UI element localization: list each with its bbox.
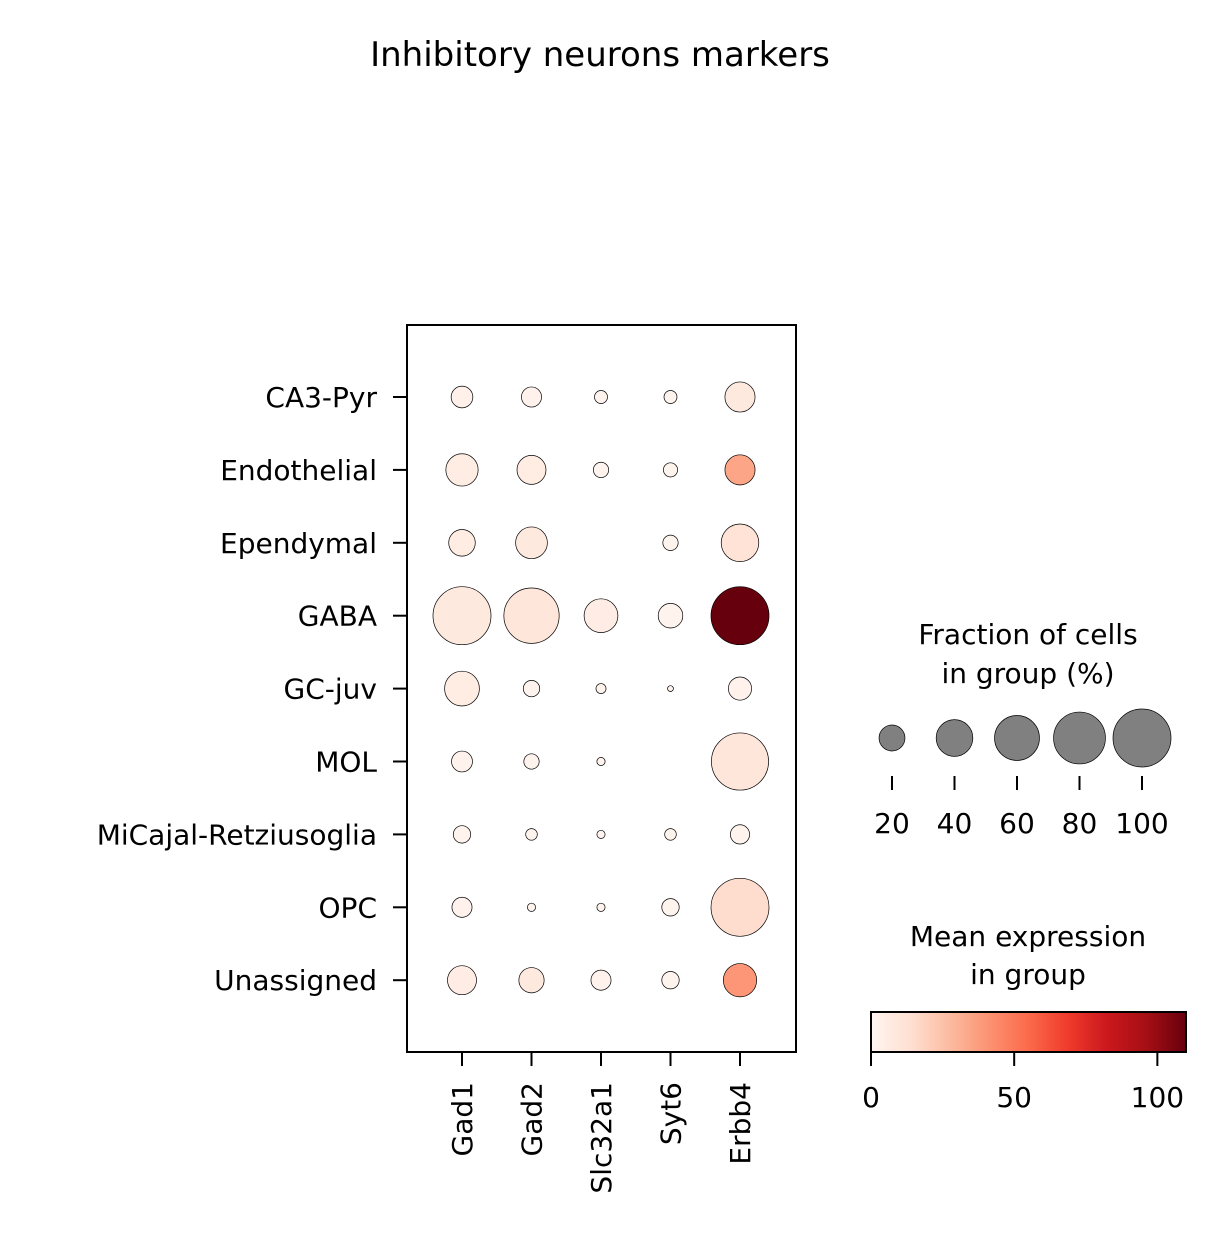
size-legend-label-40: 40: [937, 807, 973, 840]
dot-micajal-retziusoglia-syt6: [664, 828, 677, 841]
dot-gc-juv-erbb4: [728, 676, 752, 701]
y-tick-label-ependymal: Ependymal: [220, 527, 377, 560]
dot-endothelial-gad2: [516, 455, 547, 485]
dot-opc-syt6: [661, 898, 680, 917]
dot-endothelial-syt6: [663, 462, 678, 478]
dotplot-area: CA3-Pyr Endothelial Ependymal GABA GC-juv MOL…: [97, 324, 797, 1194]
size-legend-title-line2: in group (%): [941, 657, 1114, 690]
x-axis: Gad1 Gad2 Slc32a1 Syt6 Erbb4: [446, 1052, 757, 1194]
y-tick-label-gc-juv: GC-juv: [284, 673, 377, 706]
colorbar-tick-label-100: 100: [1131, 1081, 1184, 1114]
size-legend-dot-20: [878, 724, 906, 752]
size-legend-dot-100: [1112, 708, 1172, 768]
size-legend-title-line1: Fraction of cells: [918, 618, 1137, 651]
colorbar-tick-label-0: 0: [862, 1081, 880, 1114]
color-legend-title-line2: in group: [970, 958, 1086, 991]
dot-endothelial-erbb4: [724, 454, 756, 486]
size-legend-dot-40: [935, 719, 974, 757]
x-tick-label-gad2: Gad2: [516, 1082, 549, 1156]
dot-unassigned-slc32a1: [590, 969, 612, 991]
dot-gaba-slc32a1: [583, 598, 619, 633]
dot-micajal-retziusoglia-slc32a1: [596, 829, 606, 839]
y-tick-label-ca3-pyr: CA3-Pyr: [265, 381, 377, 414]
size-legend-label-20: 20: [874, 807, 910, 840]
size-legend-label-80: 80: [1062, 807, 1098, 840]
x-tick-label-gad1: Gad1: [446, 1082, 479, 1156]
dots-layer: [432, 381, 770, 998]
size-legend-dot-80: [1053, 711, 1106, 765]
dot-gaba-syt6: [657, 603, 684, 629]
y-tick-label-micajal-retziusoglia: MiCajal-Retziusoglia: [97, 818, 377, 851]
dot-micajal-retziusoglia-erbb4: [730, 824, 750, 845]
y-tick-label-unassigned: Unassigned: [214, 964, 377, 997]
size-legend-label-100: 100: [1115, 807, 1168, 840]
dot-endothelial-slc32a1: [592, 461, 610, 478]
dot-gc-juv-syt6: [667, 685, 674, 692]
dot-ependymal-gad2: [515, 526, 548, 560]
dot-micajal-retziusoglia-gad1: [452, 825, 472, 844]
dot-mol-slc32a1: [596, 757, 606, 766]
dot-gaba-gad1: [432, 586, 492, 646]
dot-opc-gad1: [451, 896, 473, 918]
y-tick-label-mol: MOL: [315, 746, 377, 779]
dot-gaba-erbb4: [710, 586, 770, 646]
dot-unassigned-syt6: [661, 971, 680, 990]
dot-ependymal-syt6: [662, 534, 679, 551]
x-tick-label-syt6: Syt6: [655, 1082, 688, 1145]
dot-opc-erbb4: [710, 877, 770, 937]
dot-gc-juv-slc32a1: [595, 683, 607, 694]
size-legend-label-60: 60: [999, 807, 1035, 840]
dot-unassigned-gad1: [447, 965, 477, 996]
y-tick-label-gaba: GABA: [298, 600, 377, 633]
dot-ependymal-gad1: [448, 529, 476, 557]
dot-gc-juv-gad1: [444, 670, 480, 707]
dot-opc-slc32a1: [596, 902, 606, 912]
dot-ependymal-erbb4: [720, 523, 760, 562]
y-tick-label-opc: OPC: [319, 891, 377, 924]
dot-gc-juv-gad2: [522, 680, 541, 698]
x-tick-label-slc32a1: Slc32a1: [585, 1082, 618, 1194]
dot-unassigned-erbb4: [722, 963, 758, 998]
x-tick-label-erbb4: Erbb4: [724, 1082, 757, 1165]
dot-micajal-retziusoglia-gad2: [525, 828, 538, 841]
color-legend-title-line1: Mean expression: [910, 920, 1146, 953]
chart-title: Inhibitory neurons markers: [370, 35, 830, 75]
size-legend: Fraction of cells in group (%) 20 40 60 80 1…: [874, 618, 1172, 840]
dot-ca3-pyr-erbb4: [724, 381, 756, 413]
colorbar-ticks: 0 50 100: [862, 1052, 1184, 1114]
dot-endothelial-gad1: [445, 453, 479, 487]
size-legend-dot-60: [994, 715, 1040, 761]
dot-ca3-pyr-gad2: [521, 386, 542, 408]
dot-ca3-pyr-syt6: [663, 390, 678, 404]
dot-unassigned-gad2: [518, 967, 545, 994]
dot-opc-gad2: [527, 902, 536, 912]
dot-gaba-gad2: [503, 587, 560, 644]
colorbar: [870, 1011, 1187, 1053]
dot-ca3-pyr-slc32a1: [594, 390, 608, 404]
y-axis: CA3-Pyr Endothelial Ependymal GABA GC-juv MOL…: [97, 381, 407, 997]
color-legend: Mean expression in group 0 50 100: [862, 920, 1187, 1114]
dot-mol-gad2: [523, 753, 540, 770]
dot-ca3-pyr-gad1: [450, 385, 474, 409]
colorbar-tick-label-50: 50: [996, 1081, 1032, 1114]
y-tick-label-endothelial: Endothelial: [220, 454, 377, 487]
size-legend-dots: 20 40 60 80 100: [874, 708, 1172, 840]
dot-mol-erbb4: [711, 732, 769, 791]
dot-mol-gad1: [451, 750, 473, 773]
